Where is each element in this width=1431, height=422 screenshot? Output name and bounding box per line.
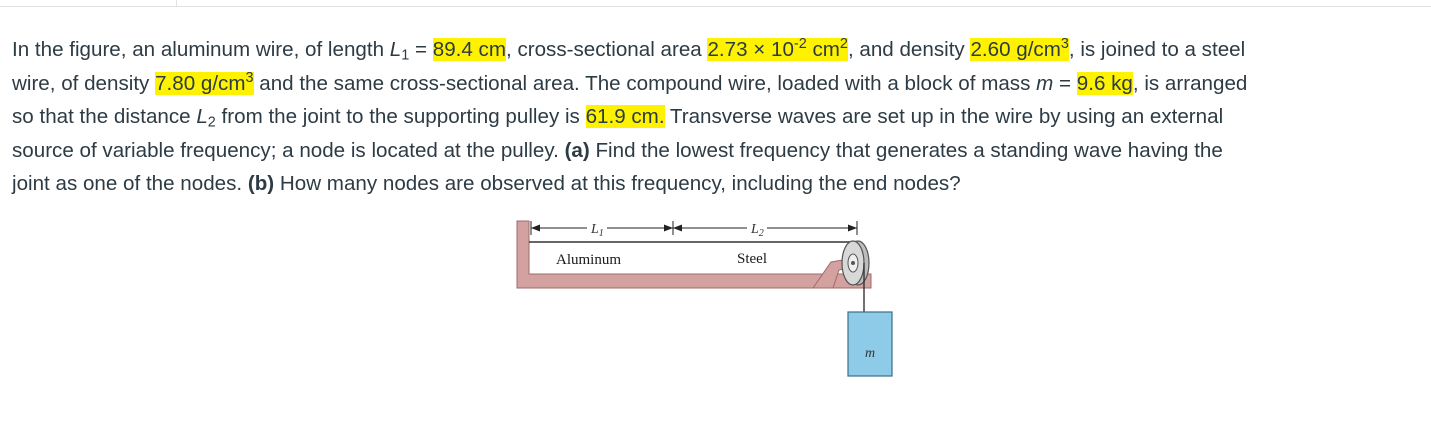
length1-value: 89.4 cm [432,38,506,61]
area-unit: cm [806,38,840,61]
text: , and density [847,38,971,61]
problem-line-3: so that the distance L2 from the joint t… [12,100,1422,134]
pulley [841,240,870,286]
arrow-l2-right [848,224,857,232]
wire-pulley-figure: L1 L2 Aluminum Steel m [515,212,905,417]
area-exponent: -2 [793,36,807,53]
mass-block [847,311,893,377]
text: and the same cross-sectional area. The c… [253,71,1037,95]
arrow-l1-right [664,224,673,232]
text: How many nodes are observed at this freq… [274,172,961,196]
mass-label: m [865,346,875,361]
density-al-exponent: 3 [1060,36,1069,53]
arrow-l2-left [673,224,682,232]
area-base: 2.73 × 10 [707,38,794,61]
text: so that the distance [12,105,197,129]
top-divider [0,0,1431,7]
L1-label: L1 [590,222,604,239]
text: Find the lowest frequency that generates… [589,138,1223,162]
length1-text: 89.4 cm [432,38,506,61]
problem-line-5: joint as one of the nodes. (b) How many … [12,167,1422,201]
problem-line-2: wire, of density 7.80 g/cm3 and the same… [12,67,1422,101]
problem-statement: In the figure, an aluminum wire, of leng… [12,33,1422,201]
text: Transverse waves are set up in the wire … [664,105,1224,129]
problem-line-4: source of variable frequency; a node is … [12,134,1422,168]
density-steel-value: 7.80 g/cm3 [155,69,254,95]
area-value: 2.73 × 10-2 cm2 [707,36,848,61]
problem-line-1: In the figure, an aluminum wire, of leng… [12,33,1422,67]
density-steel-exponent: 3 [245,69,254,86]
L1-label-bg [587,218,607,236]
text: , is arranged [1132,71,1248,95]
text: , is joined to a steel [1068,38,1246,61]
L2-label-bg [747,218,767,236]
part-b-label: (b) [247,172,275,196]
text: , cross-sectional area [506,38,708,61]
text: = [1053,71,1077,95]
mass-value: 9.6 kg [1076,71,1133,95]
aluminum-label: Aluminum [556,252,621,268]
part-a-label: (a) [564,138,590,162]
density-al-value: 2.60 g/cm3 [970,36,1069,61]
density-al-text: 2.60 g/cm [970,38,1061,61]
subscript: 1 [401,47,410,64]
text: from the joint to the supporting pulley … [215,105,586,129]
figure-svg: L1 L2 Aluminum Steel m [516,218,893,377]
text: = [409,38,433,61]
arrow-l1-left [531,224,540,232]
L2-label: L2 [750,222,764,239]
density-steel-text: 7.80 g/cm [155,71,246,95]
variable-L: L [389,38,402,61]
text: In the figure, an aluminum wire, of leng… [12,38,390,61]
text: joint as one of the nodes. [12,172,248,196]
area-unit-exponent: 2 [839,36,848,53]
text: source of variable frequency; a node is … [12,138,565,162]
subscript: 2 [207,114,216,131]
variable-m: m [1036,71,1054,95]
steel-label: Steel [737,251,767,267]
length2-value: 61.9 cm. [585,105,665,129]
text: wire, of density [12,71,156,95]
variable-L: L [196,105,208,129]
